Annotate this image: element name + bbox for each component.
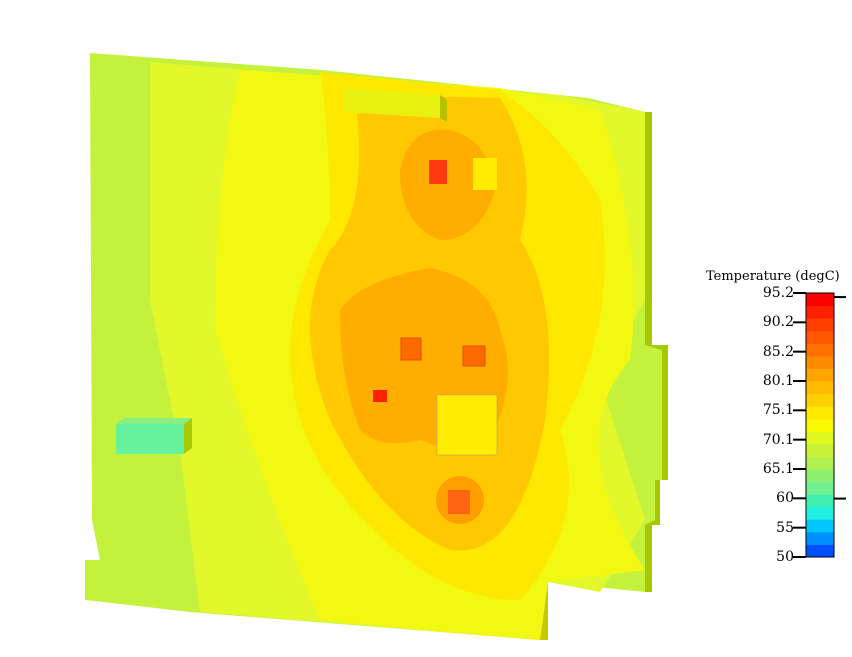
board-surface — [85, 53, 668, 640]
colorbar-tick-label: 95.2 — [762, 285, 794, 301]
colorbar-title: Temperature (degC) — [706, 269, 840, 284]
component-top-block-side — [440, 95, 447, 122]
components — [116, 88, 498, 514]
colorbar-tick-label: 55 — [776, 519, 794, 536]
chip-center-right — [462, 345, 486, 367]
chip-small — [373, 390, 387, 402]
component-left-block — [116, 424, 184, 454]
contour-band-hotter-top — [400, 129, 495, 240]
chip-center-left — [400, 337, 422, 361]
colorbar-tick-label: 70.1 — [762, 431, 794, 448]
colorbar-tick-label: 80.1 — [762, 373, 794, 389]
chip-top — [429, 160, 447, 184]
colorbar-tick-label: 50 — [776, 549, 794, 565]
colorbar-tick-label: 75.1 — [762, 402, 794, 419]
component-left-block-top — [116, 418, 192, 424]
colorbar-tick-label: 65.1 — [762, 461, 794, 477]
colorbar-tick-label: 85.2 — [762, 343, 794, 360]
component-center-block — [436, 394, 498, 456]
colorbar-tick-label: 90.2 — [762, 314, 794, 331]
component-top-small — [473, 158, 497, 190]
colorbar-tick-label: 60 — [776, 490, 794, 507]
component-top-block — [343, 88, 440, 118]
component-left-block-side — [184, 418, 192, 454]
chip-bottom — [448, 490, 470, 514]
